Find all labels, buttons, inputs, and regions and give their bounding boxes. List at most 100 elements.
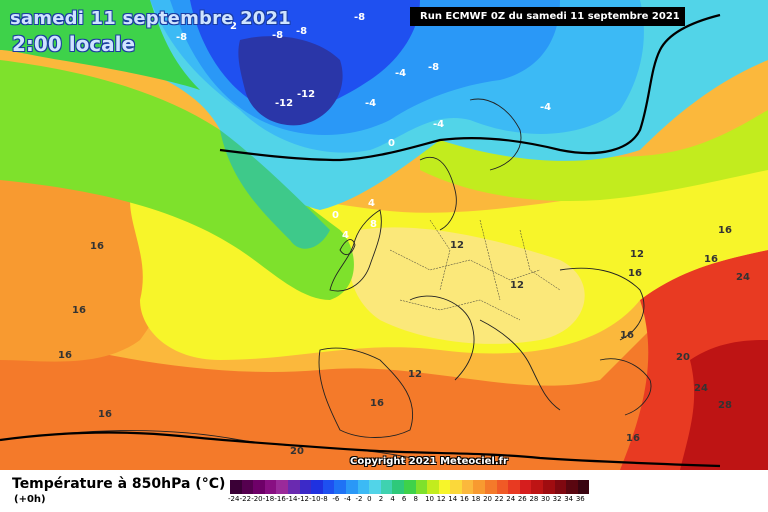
map-label: -4 — [395, 68, 406, 79]
scale-step: -6 — [332, 480, 346, 508]
legend-footer: Température à 850hPa (°C) (+0h) -24 -22 -2… — [0, 470, 768, 512]
temperature-map: 2 -8 -8 -8 -8 -4 -12 -12 -4 -4 -4 -8 0 4… — [0, 0, 768, 470]
scale-step: 16 — [459, 480, 474, 508]
map-label: 16 — [704, 254, 718, 265]
scale-label: -24 — [228, 495, 240, 503]
scale-label: -16 — [274, 495, 286, 503]
scale-swatch — [508, 480, 520, 494]
scale-swatch — [241, 480, 254, 494]
country-borders — [389, 219, 561, 321]
scale-step: -24 — [228, 480, 242, 508]
map-label: 4 — [368, 198, 375, 209]
map-date-title: samedi 11 septembre 2021 — [10, 8, 291, 29]
scale-swatch — [438, 480, 451, 494]
scale-label: 8 — [413, 495, 418, 503]
map-label: 4 — [342, 230, 349, 241]
scale-step: 14 — [448, 480, 462, 508]
scale-label: 28 — [529, 495, 539, 503]
scale-step: -10 — [309, 480, 323, 508]
scale-step: 26 — [518, 480, 532, 508]
scale-label: 16 — [459, 495, 469, 503]
scale-step: 22 — [494, 480, 509, 508]
scale-step: -16 — [274, 480, 288, 508]
map-label: -8 — [428, 62, 439, 73]
scale-label: 2 — [378, 495, 384, 503]
scale-label: 20 — [483, 495, 492, 503]
scale-swatch — [473, 480, 486, 494]
map-label: 2 — [230, 21, 237, 32]
map-label: 16 — [72, 305, 86, 316]
map-label: 12 — [450, 240, 464, 251]
scale-label: -6 — [332, 495, 340, 503]
scale-swatch — [357, 480, 370, 494]
scale-step: 30 — [541, 480, 555, 508]
scale-step: 6 — [402, 480, 416, 508]
warm-zone-south — [0, 280, 768, 470]
scale-step: -2 — [356, 480, 370, 508]
scale-step: 34 — [564, 480, 578, 508]
cool-zone-northwest — [0, 0, 200, 90]
scale-swatch — [519, 480, 532, 494]
scale-swatch — [230, 480, 242, 494]
scale-swatch — [543, 480, 555, 494]
scale-label: -22 — [239, 495, 252, 503]
map-label: 20 — [290, 446, 304, 457]
scale-label: 34 — [564, 495, 574, 503]
map-label: 16 — [718, 225, 732, 236]
scale-swatch — [287, 480, 300, 494]
cool-zone-east — [420, 110, 768, 201]
scale-label: 0 — [367, 495, 372, 503]
map-label: 16 — [370, 398, 384, 409]
scale-label: -4 — [343, 495, 351, 503]
scale-step: -12 — [298, 480, 312, 508]
scale-swatch — [264, 480, 277, 494]
scale-label: -20 — [251, 495, 263, 503]
scale-swatch — [311, 480, 323, 494]
scale-label: 36 — [575, 495, 585, 503]
scale-label: 24 — [506, 495, 516, 503]
map-label: -8 — [272, 30, 283, 41]
scale-swatch — [299, 480, 312, 494]
scale-label: 14 — [448, 495, 458, 503]
scale-swatch — [403, 480, 416, 494]
scale-step: 28 — [529, 480, 544, 508]
scale-label: -14 — [285, 495, 298, 503]
scale-swatch — [485, 480, 497, 494]
map-label: 16 — [628, 268, 642, 279]
scale-swatch — [322, 480, 335, 494]
scale-label: 18 — [471, 495, 481, 503]
copyright-notice: Copyright 2021 Meteociel.fr — [350, 456, 508, 467]
map-label: -4 — [365, 98, 376, 109]
scale-step: 36 — [575, 480, 590, 508]
scale-label: 32 — [552, 495, 562, 503]
scale-swatch — [276, 480, 288, 494]
scale-step: 8 — [413, 480, 428, 508]
scale-step: -20 — [251, 480, 265, 508]
scale-label: 30 — [541, 495, 550, 503]
map-label: 0 — [388, 138, 395, 149]
scale-swatch — [427, 480, 439, 494]
cool-zone-green — [0, 60, 354, 300]
color-scale: -24 -22 -20 -18 -16 -14 -12 -10 -8 -6 -4 -2 0 2 4 6 8 10 1… — [228, 480, 590, 508]
scale-swatch — [345, 480, 358, 494]
map-label: 28 — [718, 400, 732, 411]
scale-swatch — [392, 480, 404, 494]
scale-swatch — [450, 480, 462, 494]
map-time-title: 2:00 locale — [12, 32, 136, 56]
scale-step: -8 — [321, 480, 335, 508]
scale-label: 22 — [494, 495, 504, 503]
scale-step: -14 — [285, 480, 300, 508]
scale-label: 10 — [425, 495, 435, 503]
map-label: -4 — [433, 119, 444, 130]
map-label: 24 — [736, 272, 750, 283]
hot-core-southeast — [680, 340, 768, 470]
cold-core-greenland — [238, 36, 343, 126]
map-label: 0 — [332, 210, 339, 221]
map-label: -8 — [176, 32, 187, 43]
map-label: -8 — [354, 12, 365, 23]
map-label: -12 — [275, 98, 293, 109]
map-label: 16 — [90, 241, 104, 252]
scale-step: 4 — [390, 480, 404, 508]
scale-label: -10 — [309, 495, 321, 503]
